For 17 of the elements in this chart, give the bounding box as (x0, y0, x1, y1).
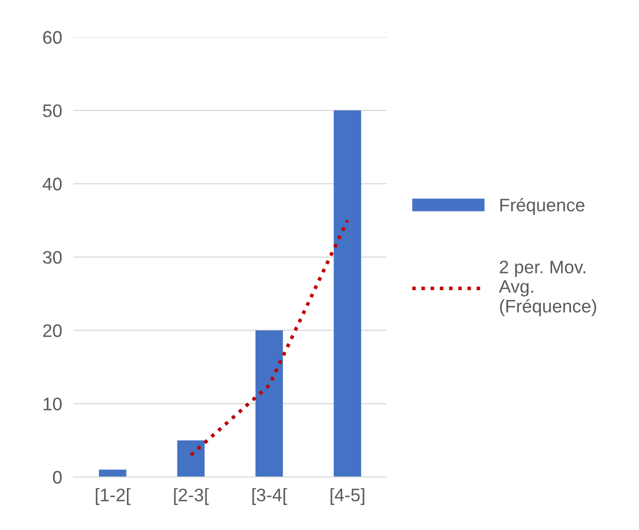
x-tick-label: [3-4[ (252, 488, 288, 505)
bar (177, 440, 205, 477)
y-tick-label: 50 (43, 104, 62, 118)
x-tick-label: [1-2[ (96, 488, 131, 505)
bar (255, 330, 283, 477)
bar (334, 110, 362, 477)
x-tick-label: [2-3[ (174, 488, 209, 505)
y-tick-label: 10 (44, 398, 62, 410)
x-tick-label: [4-5] (330, 488, 364, 505)
y-tick-label: 30 (42, 250, 62, 264)
y-tick-label: 40 (42, 178, 62, 190)
legend-label: 2 per. Mov. Avg. (Fréquence) (498, 260, 596, 316)
bar (98, 470, 126, 477)
y-tick-label: 60 (43, 31, 62, 44)
y-tick-label: 0 (53, 470, 62, 484)
legend-label: Fréquence (500, 198, 584, 216)
y-tick-label: 20 (43, 324, 62, 338)
